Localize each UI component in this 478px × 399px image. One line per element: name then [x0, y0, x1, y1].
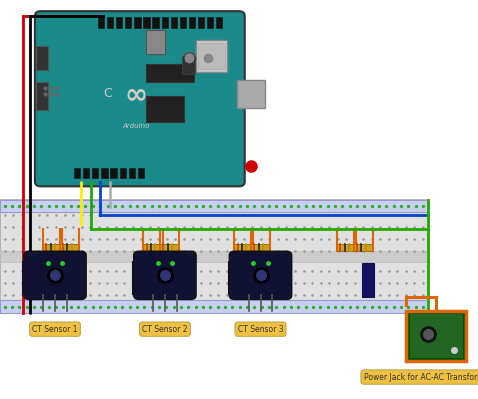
- Bar: [337, 244, 356, 251]
- Text: CT Sensor 1: CT Sensor 1: [32, 325, 78, 334]
- Bar: [354, 244, 373, 251]
- Text: CT Sensor 3: CT Sensor 3: [238, 325, 283, 334]
- Bar: [228, 261, 240, 294]
- Bar: [132, 261, 145, 294]
- Text: Power Jack for AC-AC Transformer: Power Jack for AC-AC Transformer: [364, 373, 478, 381]
- Bar: [207, 17, 213, 28]
- Bar: [110, 168, 117, 178]
- Bar: [125, 17, 131, 28]
- Text: C: C: [103, 87, 112, 100]
- Bar: [146, 30, 165, 54]
- Bar: [0, 300, 428, 313]
- Bar: [74, 168, 80, 178]
- Bar: [101, 168, 108, 178]
- Bar: [92, 168, 98, 178]
- Bar: [362, 263, 374, 297]
- Bar: [196, 40, 227, 72]
- Bar: [143, 17, 150, 28]
- Bar: [43, 244, 62, 251]
- Bar: [60, 244, 79, 251]
- Bar: [0, 200, 428, 313]
- Bar: [129, 168, 135, 178]
- Bar: [160, 244, 179, 251]
- Bar: [237, 80, 265, 108]
- Bar: [83, 168, 89, 178]
- Bar: [45, 255, 65, 259]
- Bar: [198, 17, 204, 28]
- Text: CT Sensor 2: CT Sensor 2: [142, 325, 188, 334]
- Bar: [239, 255, 258, 259]
- Bar: [146, 96, 184, 122]
- FancyBboxPatch shape: [229, 251, 292, 299]
- Bar: [107, 17, 113, 28]
- Bar: [182, 56, 195, 74]
- Bar: [98, 17, 104, 28]
- Bar: [148, 255, 167, 259]
- Text: ∞: ∞: [125, 80, 148, 108]
- Bar: [216, 17, 222, 28]
- FancyBboxPatch shape: [134, 251, 196, 299]
- Text: Arduino: Arduino: [122, 122, 150, 129]
- Bar: [234, 244, 253, 251]
- Bar: [120, 168, 126, 178]
- Bar: [189, 17, 195, 28]
- Bar: [409, 313, 464, 359]
- Bar: [180, 17, 186, 28]
- Bar: [22, 261, 35, 294]
- Bar: [0, 200, 428, 212]
- FancyBboxPatch shape: [35, 11, 245, 186]
- Bar: [36, 46, 48, 70]
- Bar: [134, 17, 141, 28]
- Bar: [116, 17, 122, 28]
- Bar: [171, 17, 177, 28]
- Bar: [162, 17, 168, 28]
- FancyBboxPatch shape: [24, 251, 86, 299]
- Bar: [251, 244, 270, 251]
- Bar: [36, 82, 48, 110]
- Bar: [0, 251, 428, 262]
- Bar: [143, 244, 163, 251]
- Bar: [152, 17, 159, 28]
- Bar: [146, 64, 194, 82]
- Bar: [138, 168, 144, 178]
- Bar: [406, 311, 466, 361]
- Bar: [198, 43, 225, 69]
